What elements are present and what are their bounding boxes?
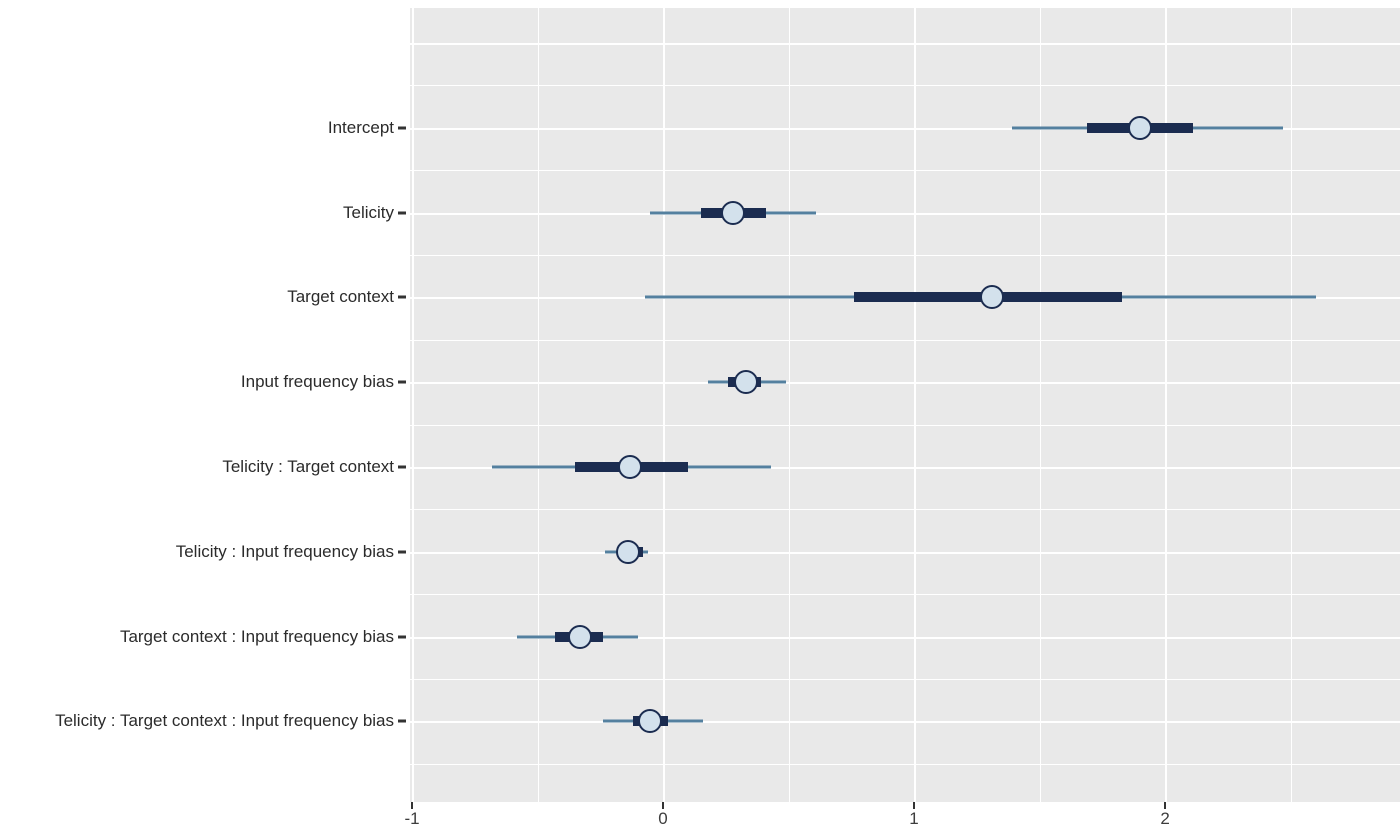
gridline-vertical-major (412, 8, 414, 802)
gridline-horizontal (410, 551, 1400, 554)
gridline-horizontal (410, 339, 1400, 341)
gridline-vertical-minor (788, 8, 790, 802)
gridline-horizontal (410, 424, 1400, 426)
x-axis-tick-mark (411, 802, 413, 809)
y-axis-label: Telicity : Target context (222, 457, 394, 477)
gridline-horizontal (410, 467, 1400, 469)
x-axis-tick-label: -1 (404, 809, 420, 828)
y-axis-label: Telicity (342, 202, 394, 222)
point-estimate (568, 624, 593, 649)
y-axis-tick-mark (398, 719, 406, 723)
gridline-vertical-major (663, 8, 666, 802)
point-estimate (733, 370, 758, 395)
gridline-vertical-minor (1039, 8, 1041, 802)
point-estimate (618, 455, 643, 480)
x-axis: -1 0 1 2 (404, 802, 1400, 828)
y-axis-tick-mark (398, 295, 406, 299)
gridline-horizontal (410, 679, 1400, 680)
gridline-horizontal (410, 594, 1400, 596)
point-estimate (615, 539, 640, 564)
gridline-horizontal (410, 382, 1400, 385)
y-axis-tick-mark (398, 550, 406, 554)
x-axis-tick-label: 0 (658, 809, 668, 828)
gridline-horizontal (410, 721, 1400, 724)
gridline-vertical-minor (1290, 8, 1292, 802)
y-axis-tick-mark (398, 635, 406, 639)
point-estimate (721, 200, 746, 225)
x-axis-tick-label: 1 (909, 809, 919, 828)
gridline-vertical-major (914, 8, 917, 802)
point-estimate (638, 709, 663, 734)
gridline-horizontal (410, 170, 1400, 172)
gridline-horizontal (410, 255, 1400, 256)
x-axis-tick-mark (913, 802, 916, 809)
y-axis-tick-mark (398, 211, 406, 215)
gridline-horizontal (410, 43, 1400, 45)
plot-panel (410, 8, 1400, 802)
y-axis-label: Target context : Input frequency bias (119, 626, 394, 646)
gridline-horizontal (410, 127, 1400, 130)
gridline-horizontal (410, 636, 1400, 639)
x-axis-tick-mark (1164, 802, 1167, 809)
gridline-horizontal (410, 85, 1400, 87)
gridline-horizontal (410, 509, 1400, 511)
x-axis-tick-mark (662, 802, 665, 809)
y-axis-label: Target context (287, 287, 394, 307)
point-estimate (1127, 115, 1152, 140)
point-estimate (979, 285, 1004, 310)
y-axis-tick-mark (398, 126, 406, 130)
y-axis-label: Intercept (327, 117, 394, 137)
gridline-vertical-major (1165, 8, 1168, 802)
gridline-vertical-minor (537, 8, 539, 802)
gridline-horizontal (410, 212, 1400, 215)
y-axis-ticks (398, 8, 410, 802)
y-axis-tick-mark (398, 465, 406, 469)
x-axis-tick-label: 2 (1160, 809, 1170, 828)
y-axis-label: Telicity : Target context : Input freque… (55, 711, 394, 731)
y-axis-label: Telicity : Input frequency bias (175, 541, 394, 561)
y-axis-tick-mark (398, 380, 406, 384)
gridline-horizontal (410, 763, 1400, 765)
y-axis-label: Input frequency bias (240, 372, 394, 392)
y-axis-labels: Intercept Telicity Target context Input fre… (0, 8, 394, 802)
